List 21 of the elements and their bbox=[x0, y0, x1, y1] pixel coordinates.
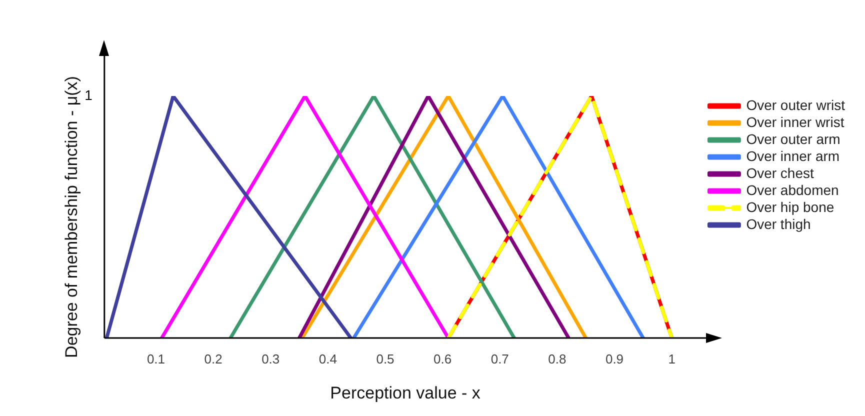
x-tick-label: 0.6 bbox=[434, 351, 452, 366]
legend-label: Over chest bbox=[746, 164, 814, 181]
legend-label: Over inner arm bbox=[746, 148, 840, 164]
x-tick-label: 1 bbox=[668, 351, 676, 366]
x-tick-label: 0.4 bbox=[318, 351, 337, 366]
x-tick-label: 0.3 bbox=[262, 351, 280, 366]
legend-label: Over inner wrist bbox=[746, 114, 844, 130]
x-tick-label: 0.2 bbox=[204, 351, 222, 366]
text: 1 bbox=[84, 86, 93, 103]
x-tick-label: 0.1 bbox=[146, 351, 166, 366]
legend-label: Over hip bone bbox=[746, 198, 834, 215]
x-tick-label: 0.7 bbox=[490, 351, 509, 366]
legend-label: Over thigh bbox=[746, 216, 811, 232]
x-axis-title: Perception value - x bbox=[330, 383, 481, 402]
x-tick-label: 0.8 bbox=[548, 351, 566, 366]
legend-label: Over outer wrist bbox=[746, 96, 846, 113]
y-axis-title: Degree of membership function - μ(x) bbox=[62, 76, 81, 358]
legend-label: Over outer arm bbox=[746, 130, 840, 147]
x-tick-label: 0.9 bbox=[605, 351, 624, 366]
legend-label: Over abdomen bbox=[746, 182, 839, 198]
x-tick-label: 0.5 bbox=[376, 351, 394, 366]
